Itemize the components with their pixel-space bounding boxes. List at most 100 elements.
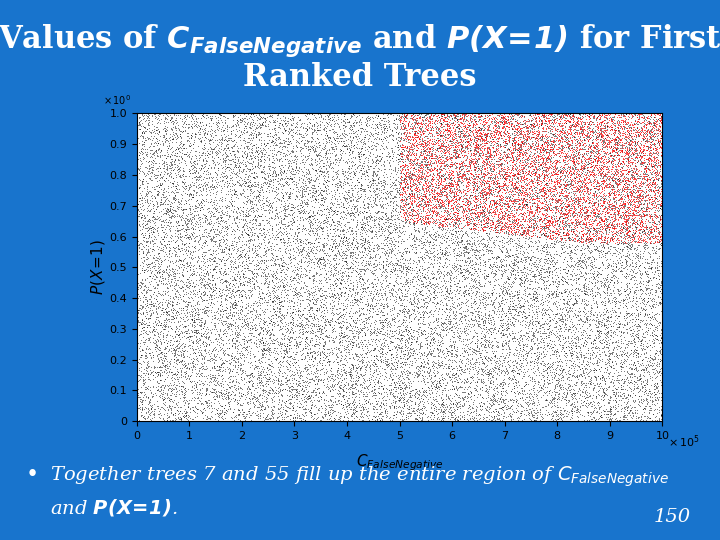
Point: [356, 125, 368, 133]
Point: [274, 387, 286, 395]
Point: [425, 207, 436, 215]
Point: [549, 131, 561, 140]
Point: [613, 159, 624, 167]
Point: [246, 276, 258, 285]
Point: [412, 275, 423, 284]
Point: [349, 389, 361, 397]
Point: [469, 165, 481, 173]
Point: [217, 173, 229, 181]
Point: [556, 276, 567, 285]
Point: [243, 195, 254, 204]
Point: [210, 267, 222, 276]
Point: [533, 416, 544, 425]
Point: [173, 164, 184, 172]
Point: [490, 197, 502, 205]
Text: •: •: [25, 464, 38, 487]
Point: [152, 198, 163, 206]
Point: [181, 261, 193, 270]
Point: [517, 302, 528, 310]
Point: [605, 362, 616, 371]
Point: [545, 188, 557, 197]
Point: [377, 415, 388, 424]
Point: [161, 311, 173, 320]
Point: [475, 134, 487, 143]
Point: [227, 143, 238, 151]
Point: [531, 351, 542, 360]
Point: [604, 255, 616, 264]
Point: [170, 244, 181, 252]
Point: [468, 228, 480, 237]
Point: [553, 350, 564, 359]
Point: [577, 127, 589, 136]
Point: [507, 224, 518, 233]
Point: [375, 154, 387, 163]
Point: [456, 226, 468, 235]
Point: [622, 253, 634, 262]
Point: [553, 221, 564, 230]
Point: [297, 174, 309, 183]
Point: [654, 376, 666, 384]
Point: [490, 138, 501, 146]
Point: [591, 131, 603, 139]
Point: [277, 234, 289, 243]
Point: [590, 198, 602, 207]
Point: [654, 192, 665, 201]
Point: [425, 153, 436, 162]
Point: [150, 170, 161, 179]
Point: [168, 351, 180, 360]
Point: [202, 310, 213, 319]
Point: [563, 201, 575, 210]
Point: [540, 119, 552, 127]
Point: [598, 177, 610, 186]
Point: [276, 339, 288, 348]
Point: [407, 125, 418, 133]
Point: [181, 225, 192, 234]
Point: [320, 326, 331, 335]
Point: [552, 221, 563, 230]
Point: [626, 189, 638, 198]
Point: [483, 381, 495, 390]
Point: [582, 401, 594, 409]
Point: [499, 150, 510, 159]
Point: [657, 230, 668, 239]
Point: [490, 253, 502, 261]
Point: [391, 372, 402, 380]
Point: [222, 131, 234, 140]
Point: [325, 363, 337, 372]
Point: [584, 334, 595, 342]
Point: [295, 143, 307, 152]
Point: [232, 202, 243, 211]
Point: [350, 392, 361, 400]
Point: [582, 210, 593, 219]
Point: [248, 280, 260, 288]
Point: [349, 203, 361, 212]
Point: [235, 286, 246, 295]
Point: [234, 131, 246, 139]
Point: [233, 132, 245, 140]
Point: [156, 306, 168, 315]
Point: [262, 239, 274, 247]
Point: [199, 352, 210, 360]
Point: [433, 284, 444, 292]
Point: [215, 264, 227, 273]
Point: [611, 203, 622, 212]
Point: [204, 212, 216, 220]
Point: [457, 126, 469, 134]
Point: [242, 152, 253, 160]
Point: [460, 131, 472, 139]
Point: [455, 226, 467, 234]
Point: [169, 238, 181, 246]
Point: [477, 357, 489, 366]
Point: [390, 343, 402, 352]
Point: [570, 394, 581, 402]
Point: [533, 160, 544, 168]
Point: [626, 111, 638, 119]
Point: [628, 217, 639, 226]
Point: [438, 250, 449, 259]
Point: [233, 234, 244, 242]
Point: [367, 303, 379, 312]
Point: [648, 175, 660, 184]
Point: [489, 200, 500, 209]
Point: [573, 384, 585, 393]
Point: [449, 126, 461, 135]
